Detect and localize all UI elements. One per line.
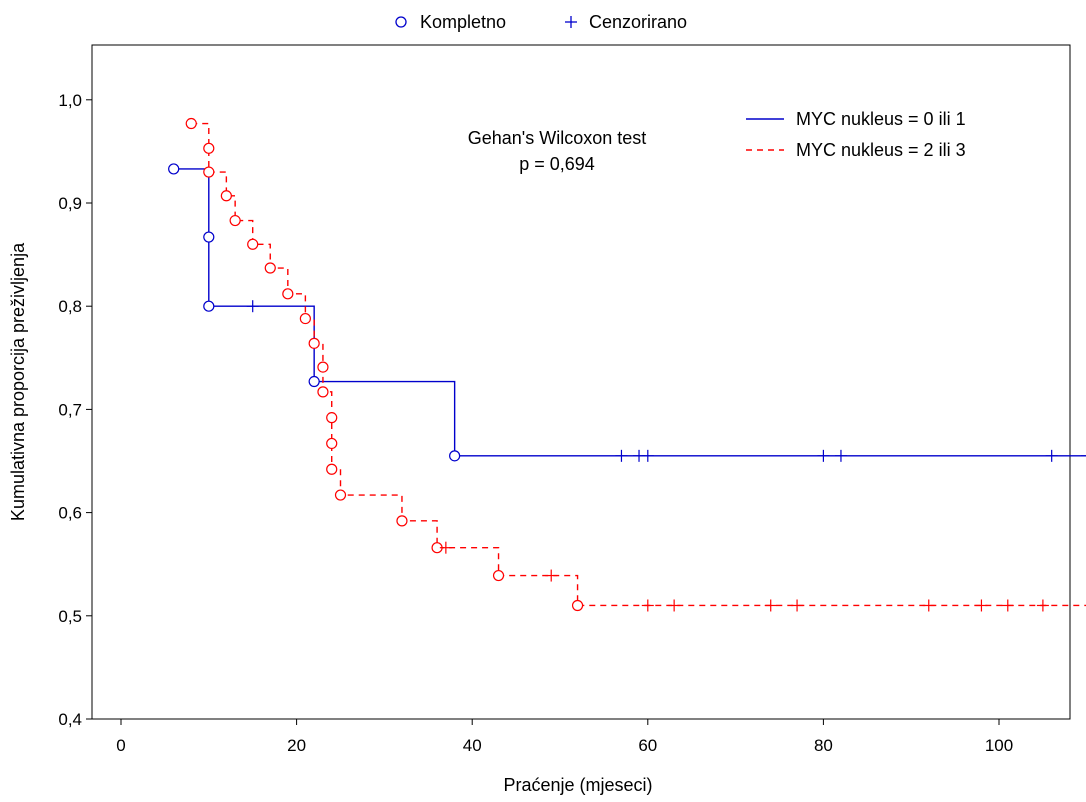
censored-marker: [791, 599, 804, 612]
censored-marker: [764, 599, 777, 612]
event-marker: [185, 117, 197, 130]
event-marker: [308, 337, 320, 349]
event-marker: [203, 231, 215, 243]
event-marker: [203, 142, 215, 154]
series-legend-label-red: MYC nukleus = 2 ili 3: [796, 140, 966, 160]
censored-marker: [834, 449, 847, 462]
event-marker: [247, 238, 259, 250]
y-tick-label: 0,7: [58, 400, 82, 419]
series-line: [173, 168, 1086, 457]
event-marker: [282, 288, 294, 300]
y-axis: 0,4 0,5 0,6 0,7 0,8 0,9 1,0: [58, 91, 92, 729]
x-axis: 020406080100120140160: [116, 719, 1013, 755]
event-marker: [571, 599, 584, 612]
complete-legend-label: Kompletno: [420, 12, 506, 32]
censored-marker: [1080, 455, 1086, 457]
x-tick-label: 100: [985, 736, 1013, 755]
event-marker: [264, 262, 276, 274]
event-marker: [326, 463, 338, 475]
censored-marker: [641, 599, 654, 612]
x-tick-label: 80: [814, 736, 833, 755]
event-marker: [299, 312, 311, 325]
event-marker: [326, 412, 338, 424]
censored-legend-label: Cenzorirano: [589, 12, 687, 32]
y-axis-title: Kumulativna proporcija preživljenja: [8, 242, 28, 521]
event-marker: [396, 515, 408, 527]
series-legend: MYC nukleus = 0 ili 1 MYC nukleus = 2 il…: [746, 109, 966, 160]
event-marker: [229, 214, 241, 227]
censored-marker: [1001, 599, 1014, 612]
x-tick-label: 60: [638, 736, 657, 755]
y-tick-label: 0,9: [58, 194, 82, 213]
censored-marker: [246, 300, 259, 313]
series-0: [168, 163, 1086, 462]
event-marker: [334, 489, 347, 501]
series-legend-label-blue: MYC nukleus = 0 ili 1: [796, 109, 966, 129]
series-layer: [168, 117, 1086, 612]
event-marker: [203, 166, 215, 178]
event-marker: [168, 163, 180, 175]
event-marker: [203, 300, 215, 312]
complete-marker-icon: [395, 16, 407, 28]
x-tick-label: 40: [463, 736, 482, 755]
censored-marker: [1045, 449, 1058, 462]
event-marker: [492, 569, 505, 582]
censored-marker: [641, 449, 654, 462]
y-tick-label: 0,5: [58, 607, 82, 626]
series-line: [191, 122, 1086, 607]
annotation-line1: Gehan's Wilcoxon test: [468, 128, 647, 148]
censored-marker: [545, 569, 558, 582]
censored-marker: [439, 541, 452, 554]
event-marker: [220, 190, 232, 202]
y-tick-label: 0,4: [58, 710, 82, 729]
censored-marker: [922, 599, 935, 612]
event-marker: [326, 437, 338, 450]
censored-marker-icon: [565, 16, 577, 28]
annotation-line2: p = 0,694: [519, 154, 595, 174]
x-tick-label: 0: [116, 736, 125, 755]
y-tick-label: 1,0: [58, 91, 82, 110]
y-tick-label: 0,8: [58, 297, 82, 316]
y-tick-label: 0,6: [58, 504, 82, 523]
censored-marker: [615, 449, 628, 462]
top-legend: Kompletno Cenzorirano: [395, 12, 687, 32]
plot-frame: [91, 44, 1071, 720]
censored-marker: [817, 449, 830, 462]
censored-marker: [975, 599, 988, 612]
event-marker: [308, 375, 320, 388]
x-tick-label: 20: [287, 736, 306, 755]
x-axis-title: Praćenje (mjeseci): [503, 775, 652, 795]
event-marker: [317, 361, 329, 373]
series-1: [185, 117, 1086, 612]
event-marker: [449, 450, 461, 462]
event-marker: [317, 386, 329, 398]
censored-marker: [668, 599, 681, 612]
test-annotation: Gehan's Wilcoxon test p = 0,694: [468, 128, 647, 174]
censored-marker: [1036, 599, 1049, 612]
